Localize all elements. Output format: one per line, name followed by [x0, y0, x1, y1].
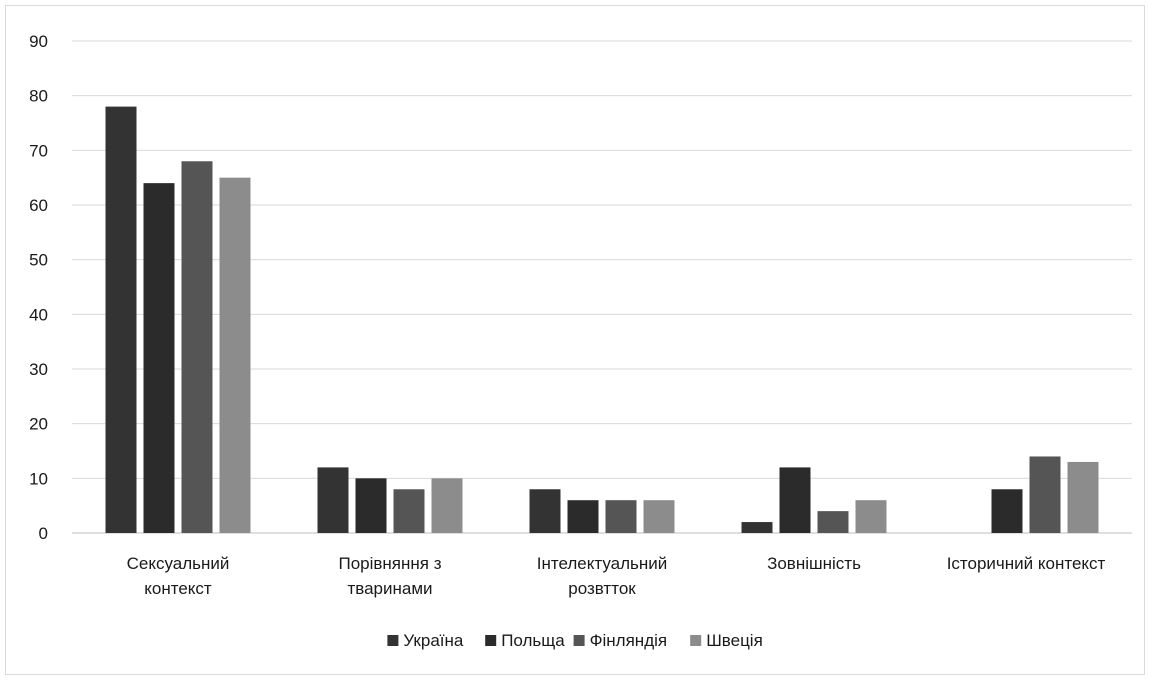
- bar: [1029, 456, 1061, 533]
- bar: [393, 489, 425, 533]
- x-tick-label: тваринами: [347, 579, 432, 598]
- bar: [355, 478, 387, 533]
- legend-label: Фінляндія: [590, 631, 668, 650]
- y-tick-label: 30: [29, 360, 48, 379]
- y-tick-label: 50: [29, 251, 48, 270]
- bar: [431, 478, 463, 533]
- bar: [105, 106, 137, 533]
- bar: [529, 489, 561, 533]
- y-tick-label: 90: [29, 32, 48, 51]
- legend-label: Україна: [403, 631, 463, 650]
- bar: [817, 511, 849, 533]
- x-tick-label: Порівняння з: [338, 554, 441, 573]
- bar: [317, 467, 349, 533]
- y-tick-label: 60: [29, 196, 48, 215]
- legend-label: Швеція: [706, 631, 763, 650]
- bar: [1067, 461, 1099, 533]
- bar: [741, 522, 773, 533]
- x-tick-label: Зовнішність: [767, 554, 861, 573]
- y-tick-label: 80: [29, 87, 48, 106]
- legend-swatch: [573, 635, 585, 646]
- bar: [605, 500, 637, 533]
- x-tick-label: розвтток: [568, 579, 636, 598]
- y-tick-label: 0: [39, 524, 48, 543]
- y-tick-label: 20: [29, 415, 48, 434]
- bar: [567, 500, 599, 533]
- x-tick-label: Інтелектуальний: [537, 554, 668, 573]
- x-tick-label: Сексуальний: [127, 554, 230, 573]
- x-tick-label: Історичний контекст: [947, 554, 1106, 573]
- bar: [991, 489, 1023, 533]
- bar: [181, 161, 213, 533]
- legend-swatch: [485, 635, 497, 646]
- y-tick-label: 70: [29, 141, 48, 160]
- bar: [219, 177, 251, 533]
- y-tick-label: 40: [29, 305, 48, 324]
- bar: [779, 467, 811, 533]
- bar: [855, 500, 887, 533]
- x-tick-label: контекст: [144, 579, 212, 598]
- y-tick-label: 10: [29, 469, 48, 488]
- legend-swatch: [690, 635, 702, 646]
- bar: [143, 183, 175, 533]
- legend-swatch: [387, 635, 399, 646]
- legend-label: Польща: [501, 631, 565, 650]
- bar: [643, 500, 675, 533]
